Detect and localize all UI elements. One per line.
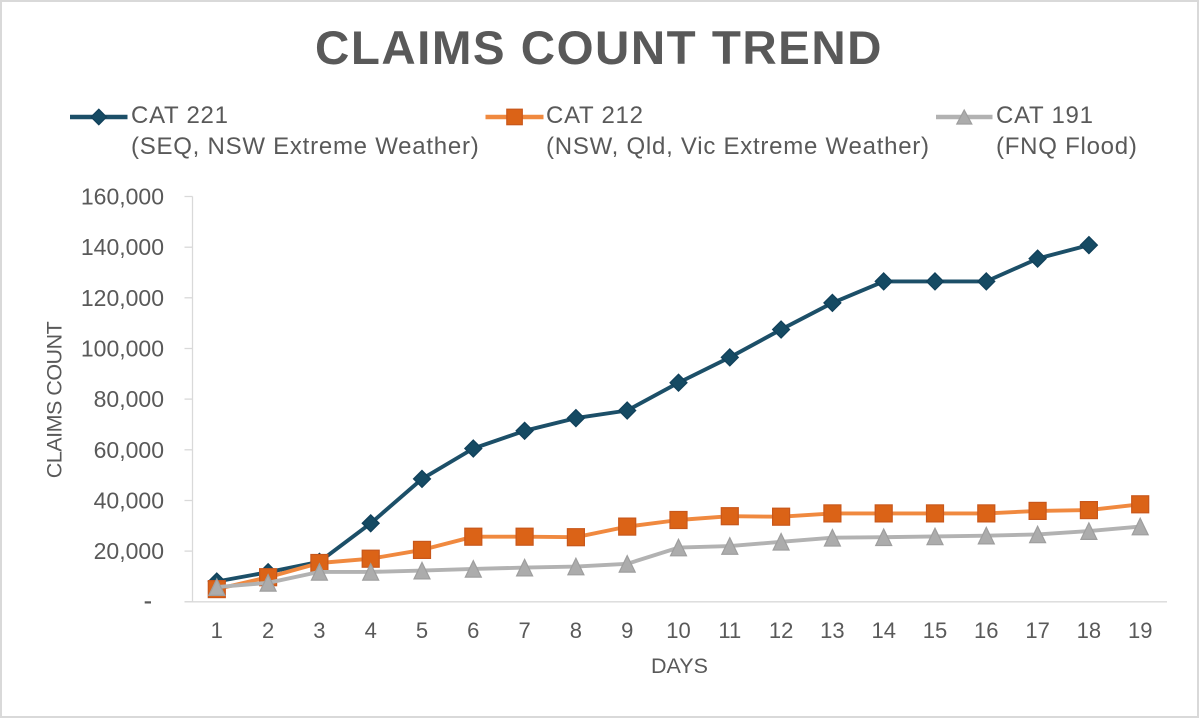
- svg-text:80,000: 80,000: [94, 386, 164, 412]
- svg-text:17: 17: [1025, 618, 1049, 643]
- svg-text:5: 5: [416, 618, 428, 643]
- svg-text:7: 7: [518, 618, 530, 643]
- svg-text:(NSW, Qld, Vic Extreme Weather: (NSW, Qld, Vic Extreme Weather): [546, 133, 930, 160]
- svg-text:(FNQ Flood): (FNQ Flood): [996, 133, 1138, 160]
- svg-text:CAT 212: CAT 212: [546, 102, 644, 129]
- svg-text:2: 2: [262, 618, 274, 643]
- svg-text:11: 11: [718, 618, 741, 643]
- svg-text:20,000: 20,000: [94, 538, 164, 564]
- svg-text:1: 1: [211, 618, 223, 643]
- svg-text:CAT 221: CAT 221: [131, 102, 229, 129]
- svg-text:3: 3: [313, 618, 325, 643]
- svg-text:15: 15: [923, 618, 947, 643]
- svg-text:19: 19: [1128, 618, 1152, 643]
- svg-text:8: 8: [570, 618, 582, 643]
- svg-text:CLAIMS COUNT TREND: CLAIMS COUNT TREND: [315, 22, 883, 75]
- svg-text:6: 6: [467, 618, 479, 643]
- svg-text:16: 16: [974, 618, 998, 643]
- svg-text:9: 9: [621, 618, 633, 643]
- svg-text:60,000: 60,000: [94, 437, 164, 463]
- svg-text:100,000: 100,000: [81, 336, 164, 362]
- svg-text:4: 4: [365, 618, 377, 643]
- svg-text:160,000: 160,000: [81, 184, 164, 210]
- svg-text:(SEQ, NSW Extreme Weather): (SEQ, NSW Extreme Weather): [131, 133, 479, 160]
- svg-text:CAT 191: CAT 191: [996, 102, 1094, 129]
- svg-text:CLAIMS COUNT: CLAIMS COUNT: [42, 321, 66, 478]
- svg-text:120,000: 120,000: [81, 285, 164, 311]
- svg-text:10: 10: [666, 618, 690, 643]
- svg-text:12: 12: [769, 618, 793, 643]
- svg-text:18: 18: [1077, 618, 1101, 643]
- svg-text:40,000: 40,000: [94, 488, 164, 514]
- svg-text:DAYS: DAYS: [651, 654, 708, 678]
- svg-text:140,000: 140,000: [81, 234, 164, 260]
- svg-text:14: 14: [871, 618, 895, 643]
- svg-text:13: 13: [820, 618, 844, 643]
